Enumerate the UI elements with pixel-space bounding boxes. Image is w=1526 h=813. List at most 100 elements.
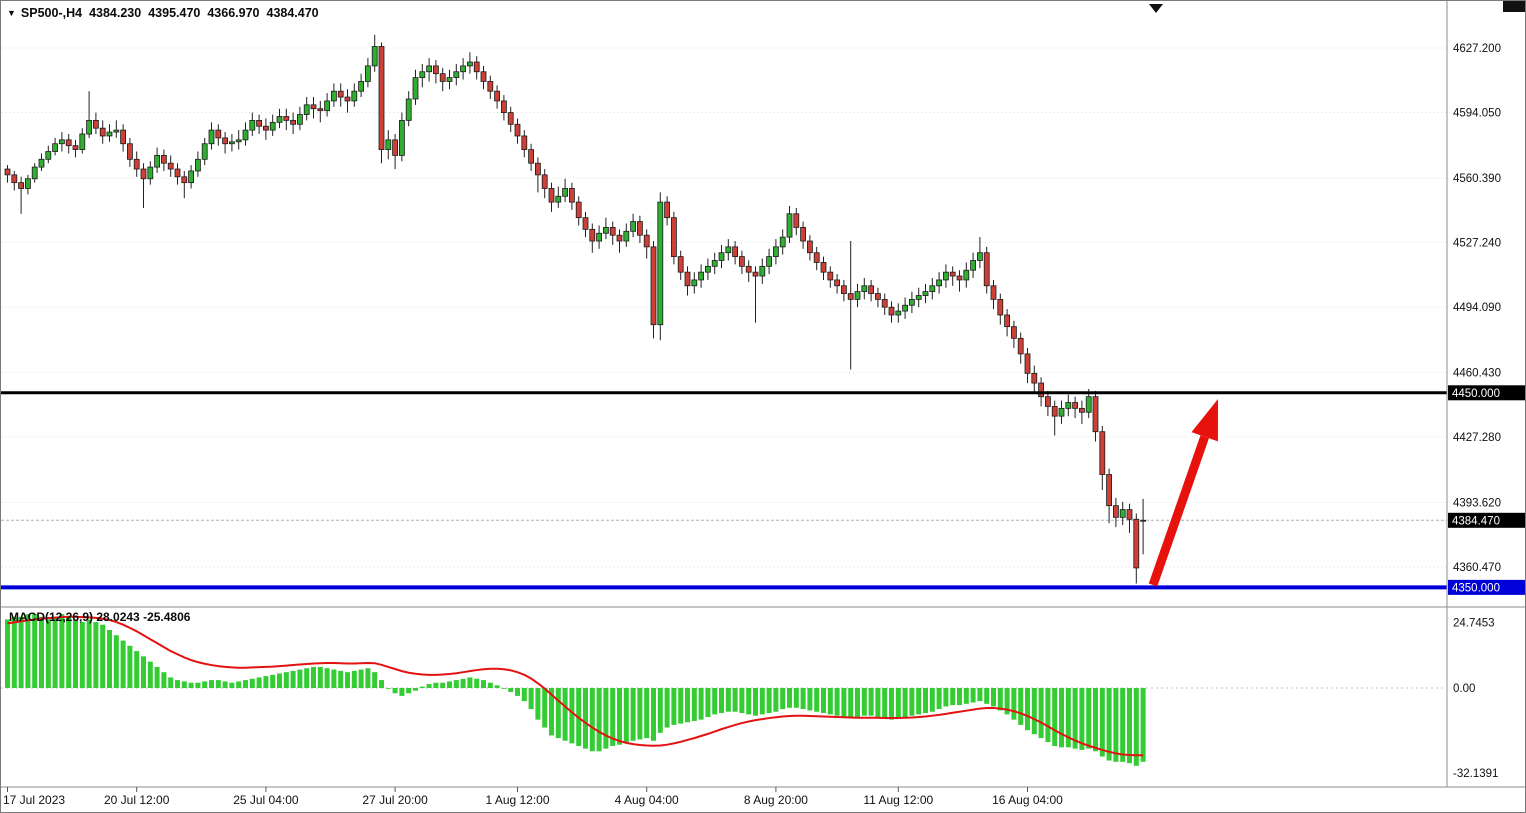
time-axis-label: 20 Jul 12:00 [104, 793, 170, 807]
bear-candle [745, 265, 752, 273]
macd-histogram-bar [195, 682, 201, 688]
bull-candle [915, 295, 922, 300]
bull-candle [861, 285, 868, 293]
macd-histogram-bar [460, 678, 466, 688]
macd-histogram-bar [1079, 688, 1085, 750]
macd-histogram-bar [1004, 688, 1010, 715]
price-tag [1448, 512, 1525, 528]
bull-candle [106, 131, 113, 137]
macd-histogram-bar [107, 629, 112, 688]
bear-candle [1051, 406, 1058, 417]
macd-histogram-bar [814, 688, 820, 712]
macd-histogram-bar [249, 678, 255, 688]
bull-candle [269, 121, 276, 131]
bull-candle [705, 265, 711, 273]
bear-candle [18, 182, 25, 189]
macd-histogram-bar [685, 688, 690, 723]
macd-histogram-bar [916, 688, 922, 715]
macd-histogram-bar [304, 668, 310, 688]
bear-candle [11, 174, 18, 184]
macd-indicator-label: MACD(12,26,9) 28.0243 -25.4806 [9, 610, 191, 624]
macd-histogram-bar [861, 688, 867, 716]
bull-candle [623, 230, 630, 242]
macd-histogram-bar [555, 688, 561, 739]
bull-candle [1085, 396, 1092, 413]
bull-candle [943, 271, 949, 281]
macd-histogram-bar [365, 668, 371, 688]
chart-shift-marker-icon[interactable] [1149, 4, 1163, 13]
bear-candle [1079, 407, 1085, 413]
symbol-ohlc-info: ▼ SP500-,H4 4384.230 4395.470 4366.970 4… [7, 6, 319, 20]
macd-histogram-bar [215, 680, 221, 688]
price-axis-label: 4460.430 [1453, 368, 1501, 380]
bear-candle [1092, 396, 1099, 433]
macd-histogram-bar [909, 688, 915, 716]
bull-candle [698, 271, 704, 281]
price-tag-text: 4450.000 [1452, 388, 1500, 400]
time-axis-label: 27 Jul 20:00 [362, 793, 428, 807]
bull-candle [630, 221, 636, 232]
time-axis-label: 8 Aug 20:00 [744, 793, 808, 807]
bear-candle [480, 71, 487, 82]
bull-candle [963, 269, 970, 281]
bear-candle [72, 145, 79, 150]
macd-histogram-bar [127, 645, 133, 688]
bear-candle [1011, 326, 1017, 339]
bull-candle [330, 90, 337, 102]
macd-histogram-bar [705, 688, 711, 718]
macd-histogram-bar [664, 688, 670, 728]
macd-histogram-bar [154, 666, 160, 688]
macd-histogram-bar [868, 688, 874, 716]
bear-candle [548, 188, 555, 203]
macd-histogram-bar [236, 681, 242, 688]
macd-histogram-bar [1093, 688, 1098, 752]
bear-candle [133, 158, 140, 170]
macd-histogram-bar [827, 688, 833, 715]
bull-candle [766, 256, 772, 267]
bear-candle [949, 271, 956, 277]
macd-histogram-bar [875, 688, 881, 718]
bull-candle [147, 166, 154, 180]
bear-candle [310, 104, 317, 110]
macd-histogram-bar [93, 622, 99, 688]
bear-candle [752, 271, 759, 277]
macd-histogram-bar [882, 688, 888, 719]
macd-histogram-bar [549, 688, 554, 736]
bull-candle [711, 260, 718, 267]
macd-histogram-bar [1011, 688, 1017, 720]
price-axis-label: 4560.390 [1453, 173, 1501, 185]
price-axis-label: 4494.090 [1453, 302, 1501, 314]
bull-candle [154, 155, 161, 168]
bear-candle [677, 256, 684, 273]
macd-histogram-bar [943, 688, 949, 707]
macd-histogram-bar [895, 688, 901, 719]
macd-histogram-bar [793, 688, 799, 708]
price-tag [1448, 579, 1525, 595]
bear-candle [535, 162, 541, 176]
time-axis-label: 17 Jul 2023 [3, 793, 65, 807]
macd-histogram-bar [392, 688, 398, 694]
trend-arrow[interactable] [1148, 399, 1218, 587]
bear-candle [1031, 372, 1038, 384]
macd-histogram-bar [603, 688, 609, 749]
bear-candle [1113, 505, 1119, 518]
bull-candle [79, 133, 86, 150]
macd-histogram-bar [311, 666, 316, 688]
macd-histogram-bar [929, 688, 935, 712]
bear-candle [439, 73, 446, 82]
macd-histogram-bar [79, 622, 85, 688]
macd-histogram-bar [113, 635, 119, 688]
macd-histogram-bar [1113, 688, 1119, 762]
bear-candle [834, 279, 840, 287]
macd-histogram-bar [222, 681, 228, 688]
bear-candle [500, 100, 507, 114]
macd-histogram-bar [317, 666, 323, 688]
macd-histogram-bar [494, 685, 500, 688]
bear-candle [575, 201, 582, 219]
bear-candle [875, 293, 881, 300]
macd-histogram-bar [657, 688, 663, 733]
time-axis-label: 11 Aug 12:00 [863, 793, 933, 807]
bull-candle [902, 304, 908, 312]
